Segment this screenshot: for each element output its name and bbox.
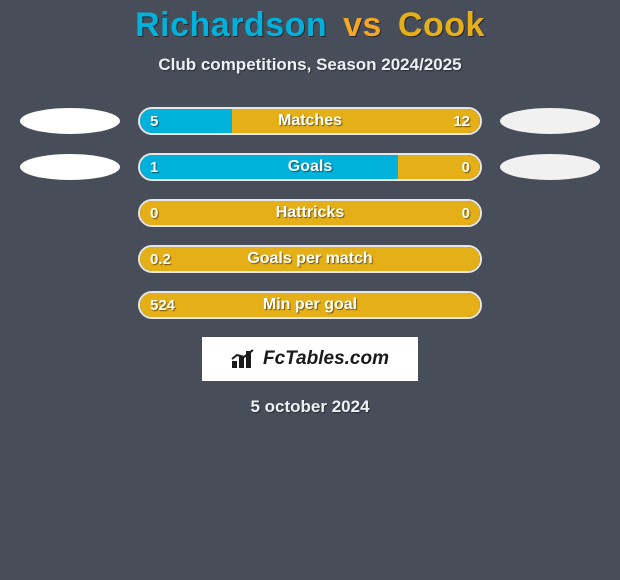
stat-row: 512Matches — [0, 107, 620, 135]
stat-label: Goals per match — [140, 247, 480, 271]
bars-icon — [231, 349, 257, 369]
stat-label: Hattricks — [140, 201, 480, 225]
comparison-title: Richardson vs Cook — [0, 6, 620, 45]
stat-label: Min per goal — [140, 293, 480, 317]
stat-bar: 00Hattricks — [138, 199, 482, 227]
date-label: 5 october 2024 — [0, 397, 620, 417]
subtitle: Club competitions, Season 2024/2025 — [0, 55, 620, 75]
badge-placeholder — [500, 246, 600, 272]
stat-bar: 512Matches — [138, 107, 482, 135]
stats-section: 512Matches 10Goals 00Hattricks 0.2Goals per… — [0, 107, 620, 319]
stat-bar: 0.2Goals per match — [138, 245, 482, 273]
team-badge-right — [500, 108, 600, 134]
badge-placeholder — [20, 200, 120, 226]
stat-row: 00Hattricks — [0, 199, 620, 227]
stat-row: 0.2Goals per match — [0, 245, 620, 273]
team-badge-left — [20, 154, 120, 180]
team-badge-left — [20, 108, 120, 134]
vs-label: vs — [343, 6, 382, 44]
player1-name: Richardson — [135, 6, 327, 44]
badge-placeholder — [500, 292, 600, 318]
logo-box: FcTables.com — [202, 337, 418, 381]
stat-label: Matches — [140, 109, 480, 133]
badge-placeholder — [20, 292, 120, 318]
stat-bar: 10Goals — [138, 153, 482, 181]
stat-row: 10Goals — [0, 153, 620, 181]
team-badge-right — [500, 154, 600, 180]
logo-text: FcTables.com — [263, 348, 389, 370]
badge-placeholder — [20, 246, 120, 272]
stat-bar: 524Min per goal — [138, 291, 482, 319]
badge-placeholder — [500, 200, 600, 226]
stat-label: Goals — [140, 155, 480, 179]
stat-row: 524Min per goal — [0, 291, 620, 319]
player2-name: Cook — [398, 6, 485, 44]
